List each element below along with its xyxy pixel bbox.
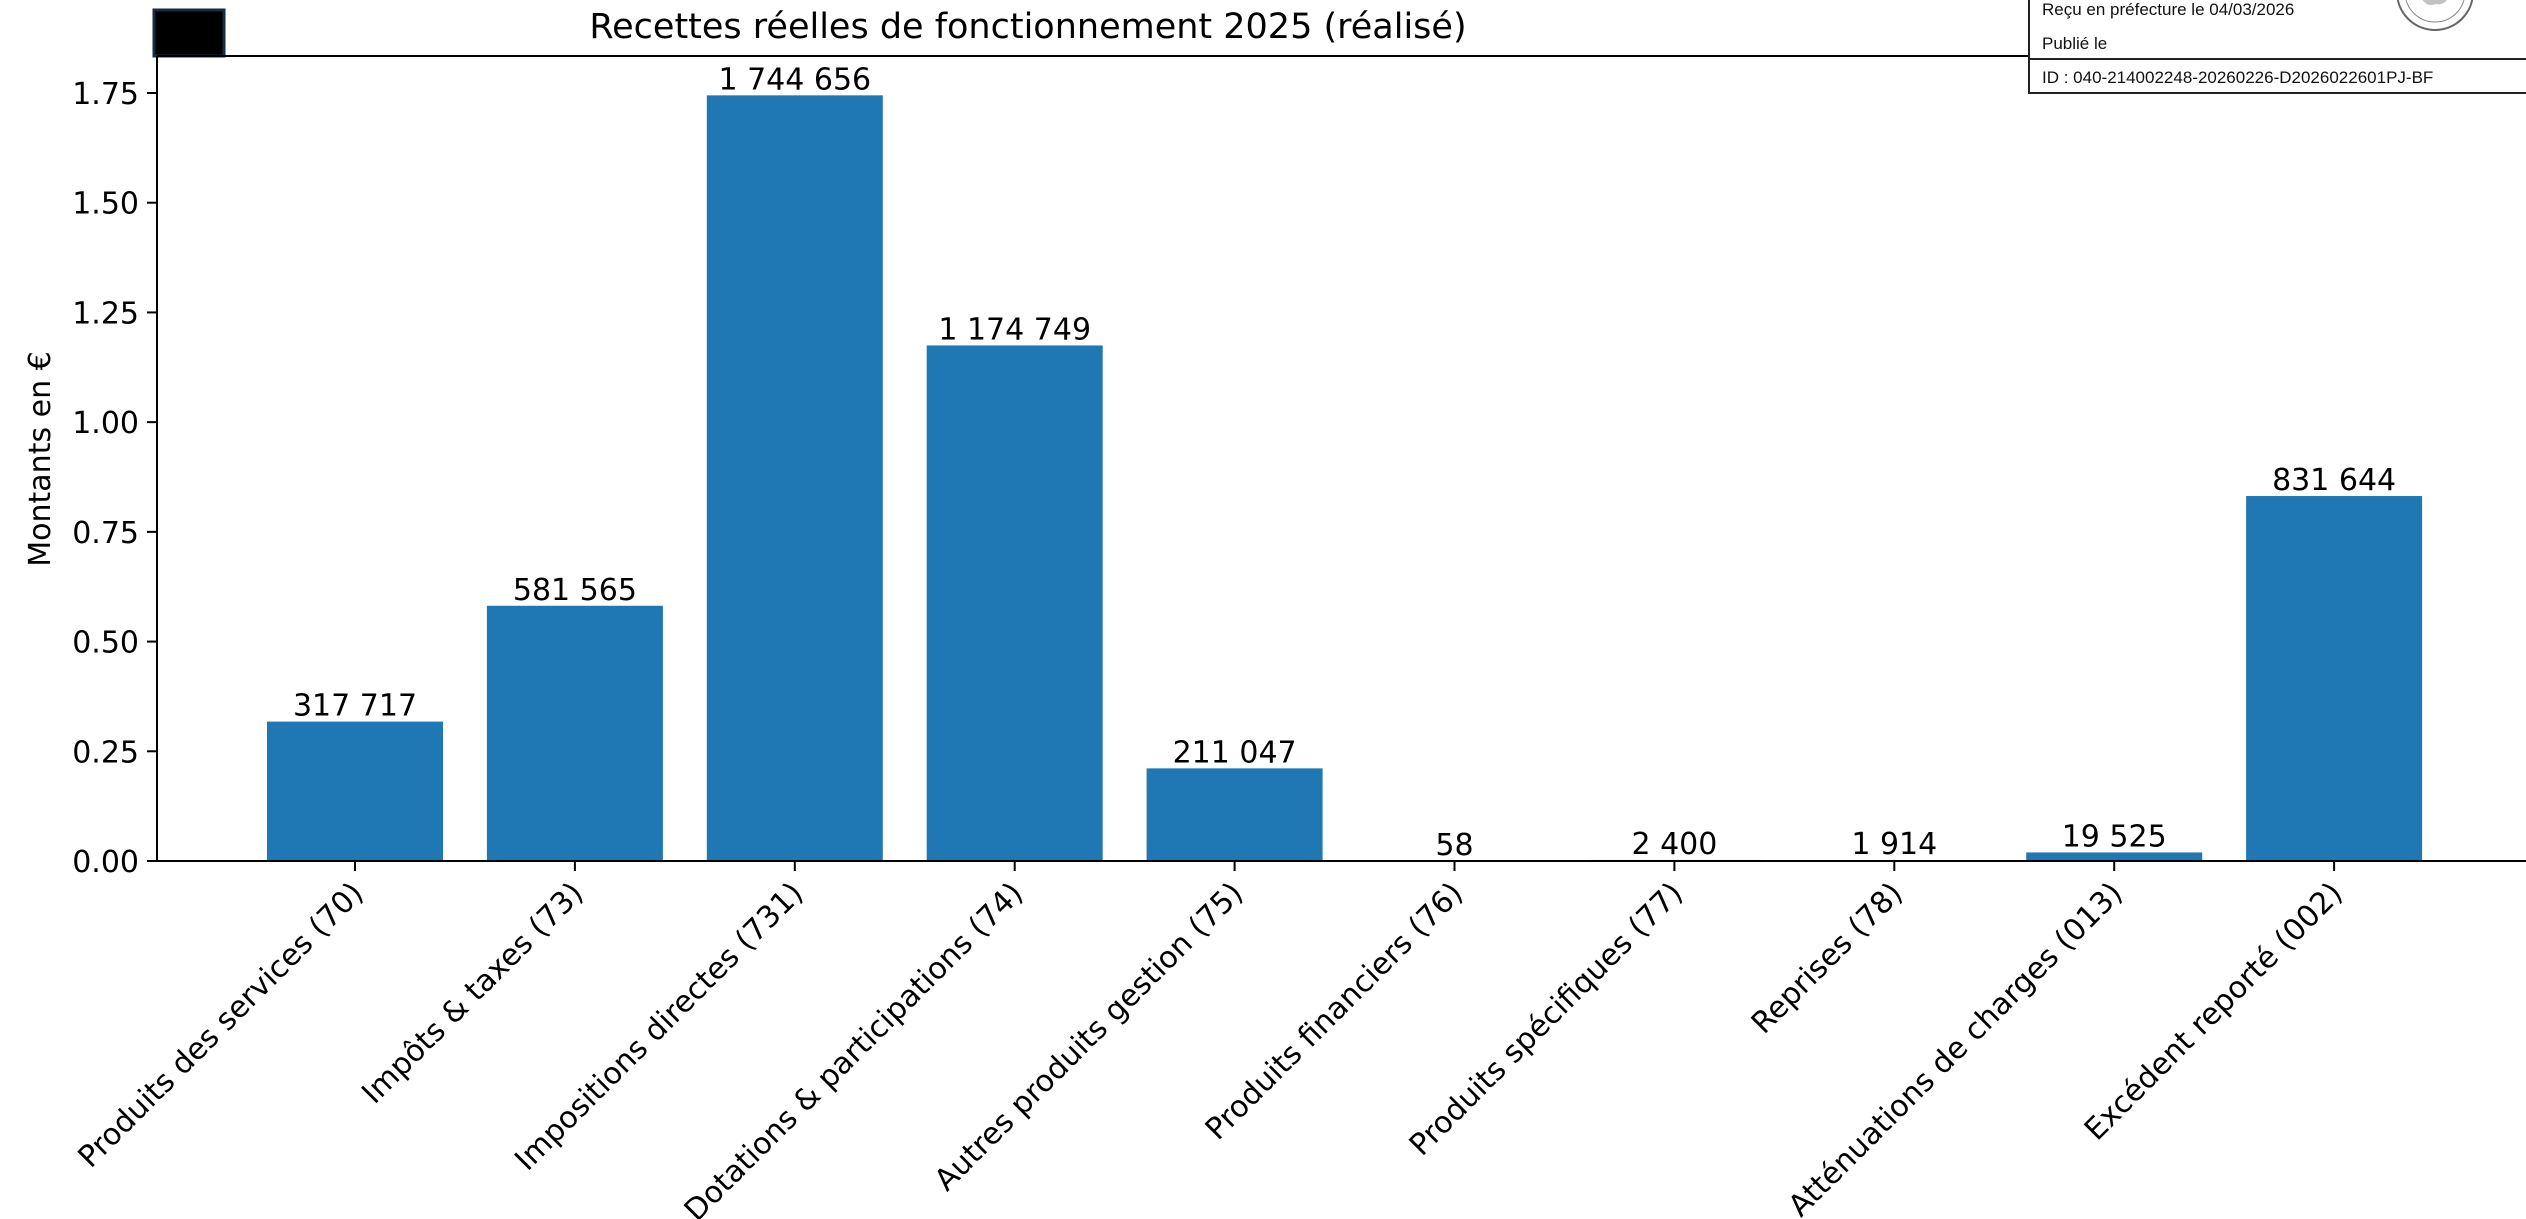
y-tick-label: 0.00 <box>72 845 139 880</box>
stamp-divider <box>2030 58 2526 60</box>
x-tick-label: Produits des services (70) <box>72 876 371 1175</box>
chart-title: Recettes réelles de fonctionnement 2025 … <box>589 7 1466 47</box>
prefecture-stamp: Reçu en préfecture le 04/03/2026 Publié … <box>2028 0 2526 94</box>
y-tick-label: 0.50 <box>72 626 139 661</box>
y-axis-label: Montants en € <box>23 351 58 566</box>
bar-value-label: 2 400 <box>1631 827 1717 862</box>
x-tick-label: Reprises (78) <box>1745 876 1910 1041</box>
y-axis-ticks: 0.00 0.25 0.50 0.75 1.00 1.25 1.50 1.75 <box>72 77 157 880</box>
bar-value-label: 317 717 <box>293 689 417 724</box>
bar-value-label: 1 744 656 <box>718 62 871 97</box>
x-tick-label: Impôts & taxes (73) <box>355 876 590 1111</box>
bar <box>1146 768 1323 861</box>
redacted-logo-box <box>152 8 226 58</box>
bar-value-label: 1 174 749 <box>938 312 1091 347</box>
stamp-id: ID : 040-214002248-20260226-D2026022601P… <box>2042 68 2434 87</box>
bar-value-label: 1 914 <box>1851 827 1937 862</box>
value-labels: 317 717 581 565 1 744 656 1 174 749 211 047 5… <box>293 62 2396 863</box>
y-tick-label: 0.25 <box>72 735 139 770</box>
seal-icon <box>2396 0 2474 31</box>
bar <box>486 605 663 861</box>
x-axis-ticks: Produits des services (70)Impôts & taxes… <box>72 861 2350 1219</box>
bar <box>2026 852 2203 861</box>
y-tick-label: 1.50 <box>72 187 139 222</box>
bar-value-label: 211 047 <box>1173 735 1297 770</box>
bar-value-label: 581 565 <box>513 573 637 608</box>
bar-value-label: 19 525 <box>2062 819 2167 854</box>
bar-value-label: 58 <box>1435 828 1473 863</box>
y-tick-label: 1.00 <box>72 406 139 441</box>
y-tick-label: 0.75 <box>72 516 139 551</box>
bars <box>267 95 2423 861</box>
bar <box>2246 496 2423 861</box>
stamp-received-date: Reçu en préfecture le 04/03/2026 <box>2042 0 2295 19</box>
y-tick-label: 1.25 <box>72 296 139 331</box>
bar <box>267 721 443 861</box>
bar-value-label: 831 644 <box>2272 463 2396 498</box>
bar <box>926 345 1103 861</box>
bar <box>706 95 883 861</box>
x-tick-label: Produits financiers (76) <box>1199 876 1470 1147</box>
x-tick-label: Excédent reporté (002) <box>2078 876 2350 1148</box>
y-tick-label: 1.75 <box>72 77 139 112</box>
stamp-published: Publié le <box>2042 34 2108 53</box>
